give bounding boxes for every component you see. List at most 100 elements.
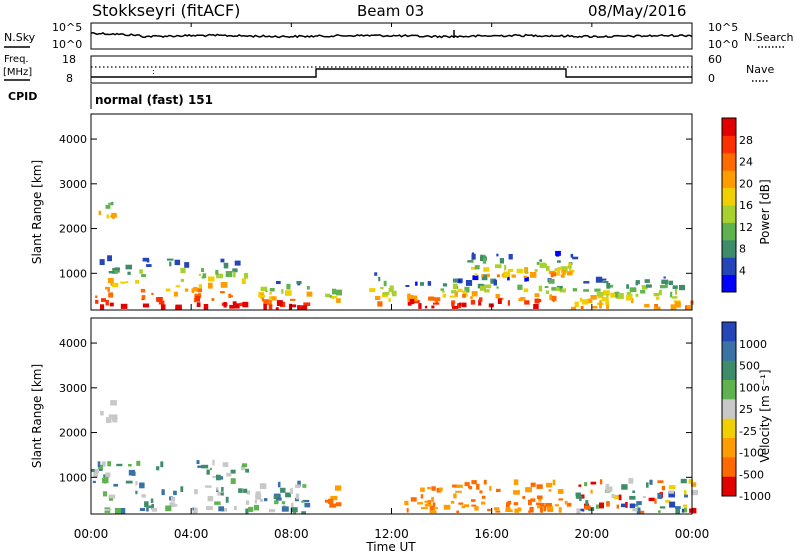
colorbar-tick-label: 100 (739, 381, 760, 394)
echo-cell (538, 285, 543, 292)
echo-cell (388, 298, 391, 302)
echo-cell (275, 497, 282, 501)
echo-cell (646, 284, 652, 288)
echo-cell (592, 306, 598, 309)
echo-cell (420, 282, 424, 286)
echo-cell (486, 273, 490, 278)
echo-cell (330, 496, 337, 499)
echo-cell (556, 252, 560, 257)
echo-cell (100, 304, 105, 310)
echo-cell (125, 281, 129, 284)
xtick-label: 16:00 (474, 527, 509, 541)
echo-cell (273, 495, 279, 499)
echo-cell (328, 498, 334, 504)
echo-cell (659, 285, 666, 289)
echo-cell (479, 285, 486, 291)
echo-cell (248, 506, 254, 512)
echo-cell (618, 293, 624, 299)
echo-cell (201, 464, 209, 469)
echo-cell (595, 276, 603, 283)
echo-cell (205, 485, 212, 488)
echo-cell (668, 485, 676, 490)
echo-cell (196, 460, 200, 464)
echo-cell (590, 295, 597, 300)
echo-cell (245, 468, 249, 473)
colorbar-segment (722, 418, 736, 439)
echo-cell (538, 498, 542, 502)
ytick-label: 4000 (59, 337, 87, 350)
echo-cell (241, 278, 246, 284)
echo-cell (668, 490, 675, 494)
echo-cell (525, 487, 532, 493)
ytick-label: 1000 (59, 267, 87, 280)
echo-cell (632, 503, 639, 507)
echo-cell (641, 285, 648, 290)
echo-cell (240, 465, 246, 471)
echo-cell (539, 259, 543, 262)
echo-cell (255, 493, 262, 500)
echo-cell (523, 288, 529, 293)
echo-cell (471, 499, 476, 502)
colorbar-frame (721, 117, 737, 293)
echo-cell (469, 486, 473, 490)
echo-cell (274, 500, 279, 505)
echo-cell (495, 264, 502, 269)
echo-cell (112, 419, 118, 423)
echo-cell (461, 302, 467, 308)
echo-cell (440, 288, 445, 291)
colorbar-segment (722, 135, 736, 154)
noise-left-tick-top: 10^5 (52, 21, 82, 34)
echo-cell (141, 494, 146, 498)
echo-cell (556, 285, 563, 289)
echo-cell (559, 289, 566, 293)
echo-cell (226, 472, 232, 477)
echo-cell (632, 507, 638, 512)
echo-cell (301, 511, 306, 514)
echo-cell (336, 502, 342, 507)
echo-cell (560, 266, 568, 271)
echo-cell (429, 505, 435, 511)
echo-cell (536, 261, 540, 265)
echo-cell (276, 281, 281, 285)
echo-cell (280, 487, 286, 493)
echo-cell (297, 480, 301, 487)
echo-cell (212, 475, 219, 479)
echo-cell (465, 280, 473, 286)
echo-cell (631, 298, 634, 304)
echo-cell (254, 504, 259, 511)
echo-cell (263, 303, 267, 310)
echo-cell (665, 500, 671, 503)
echo-cell (481, 501, 486, 505)
echo-cell (618, 494, 622, 501)
echo-cell (417, 502, 423, 505)
echo-cell (487, 508, 491, 512)
colorbar-tick-label: 4 (739, 264, 746, 277)
echo-cell (429, 510, 437, 514)
echo-cell (613, 494, 619, 500)
echo-cell (524, 276, 528, 282)
echo-cell (485, 284, 492, 289)
echo-cell (575, 495, 583, 499)
echo-cell (195, 295, 201, 302)
echo-cell (578, 484, 582, 487)
echo-cell (513, 490, 520, 495)
echo-cell (644, 303, 650, 308)
echo-cell (536, 484, 543, 489)
echo-cell (432, 502, 436, 507)
echo-cell (158, 300, 165, 305)
echo-cell (141, 295, 146, 299)
echo-cell (131, 471, 136, 476)
echo-cell (173, 490, 177, 496)
power-echo-cells (95, 201, 694, 310)
echo-cell (290, 488, 293, 494)
echo-cell (142, 303, 149, 308)
echo-cell (433, 507, 438, 510)
echo-cell (574, 301, 579, 307)
echo-cell (642, 496, 646, 499)
echo-cell (424, 503, 432, 507)
echo-cell (548, 279, 555, 284)
echo-cell (173, 291, 178, 297)
nave-tick-bottom: 0 (708, 72, 715, 85)
echo-cell (406, 508, 409, 513)
echo-cell (144, 501, 149, 508)
